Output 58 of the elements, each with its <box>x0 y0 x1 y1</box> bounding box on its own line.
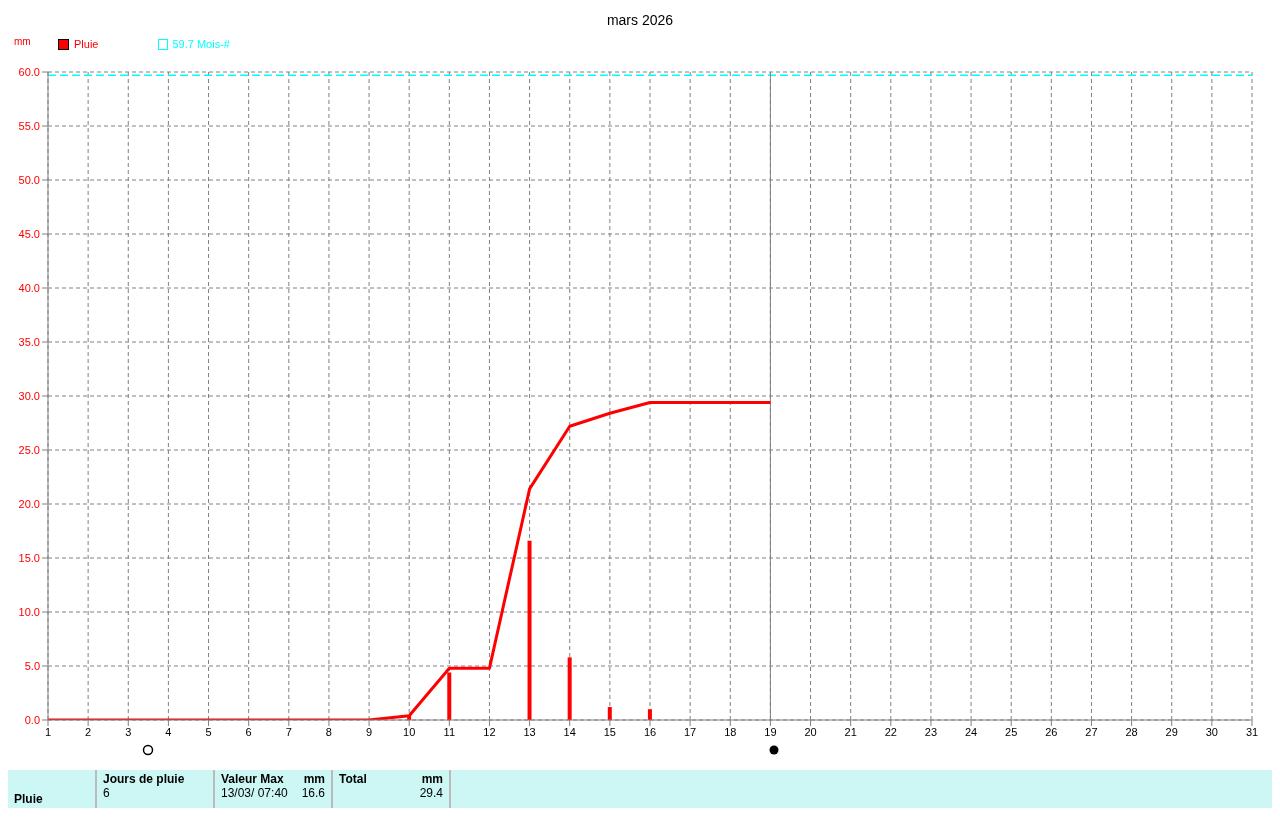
x-tick-label: 27 <box>1085 725 1098 738</box>
x-tick-label: 17 <box>684 725 697 738</box>
x-tick-label: 25 <box>1005 725 1018 738</box>
x-tick-label: 8 <box>325 725 332 738</box>
y-tick-label: 35.0 <box>18 335 40 348</box>
x-tick-label: 12 <box>483 725 496 738</box>
text: Valeur Max <box>221 772 284 786</box>
x-tick-label: 15 <box>603 725 616 738</box>
x-tick-label: 1 <box>44 725 52 738</box>
legend-label: 59.7 Mois-# <box>171 38 230 50</box>
y-tick-label: 15.0 <box>18 551 40 564</box>
text: 6 <box>103 786 111 800</box>
x-tick-label: 13 <box>523 725 536 738</box>
x-tick-label: 31 <box>1245 725 1259 738</box>
y-tick-label: 30.0 <box>18 389 40 402</box>
x-tick-label: 10 <box>403 725 416 738</box>
y-tick-label: 0.0 <box>24 713 40 726</box>
x-tick-label: 6 <box>245 725 252 738</box>
x-tick-label: 29 <box>1165 725 1178 738</box>
y-tick-label: 5.0 <box>24 659 40 672</box>
text: 16.6 <box>301 786 325 800</box>
x-tick-label: 4 <box>165 725 172 738</box>
x-tick-label: 22 <box>884 725 897 738</box>
y-tick-label: 25.0 <box>18 443 40 456</box>
x-tick-label: 2 <box>85 725 92 738</box>
x-tick-label: 30 <box>1205 725 1218 738</box>
x-tick-label: 19 <box>764 725 777 738</box>
x-tick-label: 23 <box>924 725 938 738</box>
x-tick-label: 24 <box>964 725 978 738</box>
text: mm <box>303 772 325 786</box>
y-tick-label: 50.0 <box>18 173 40 186</box>
y-tick-label: 40.0 <box>18 281 40 294</box>
x-tick-label: 7 <box>285 725 292 738</box>
text: mm <box>421 772 443 786</box>
x-tick-label: 26 <box>1045 725 1058 738</box>
text: Pluie <box>8 770 97 808</box>
x-tick-label: 18 <box>724 725 737 738</box>
y-tick-label: 20.0 <box>18 497 40 510</box>
text: 13/03/ 07:40 <box>221 786 288 800</box>
x-tick-label: 5 <box>205 725 212 738</box>
text: Total <box>339 772 367 786</box>
y-axis-title: mm <box>14 36 31 47</box>
x-tick-label: 14 <box>563 725 576 738</box>
legend-label: Pluie <box>73 38 99 50</box>
chart-title: mars 2026 <box>605 11 675 30</box>
y-tick-label: 60.0 <box>18 65 40 78</box>
x-tick-label: 16 <box>643 725 657 738</box>
x-tick-label: 28 <box>1125 725 1138 738</box>
x-tick-label: 3 <box>125 725 132 738</box>
x-tick-label: 20 <box>804 725 817 738</box>
y-tick-label: 55.0 <box>18 119 40 132</box>
text: 29.4 <box>418 786 443 800</box>
x-tick-label: 21 <box>844 725 857 738</box>
text: Jours de pluie <box>103 772 186 786</box>
x-tick-label: 9 <box>366 725 373 738</box>
y-tick-label: 10.0 <box>18 605 40 618</box>
y-tick-label: 45.0 <box>18 227 40 240</box>
x-tick-label: 11 <box>443 725 456 738</box>
